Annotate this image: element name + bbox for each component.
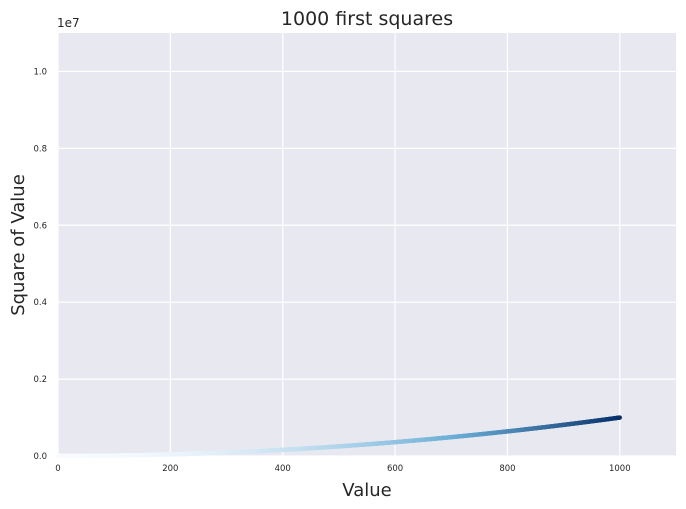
x-tick-label: 200	[162, 464, 178, 474]
y-tick-label: 0.8	[33, 144, 47, 154]
y-offset-label: 1e7	[57, 16, 80, 30]
y-tick-label: 0.6	[33, 221, 47, 231]
scatter-points	[56, 415, 623, 459]
plot-background	[58, 33, 676, 456]
x-axis-title: Value	[342, 480, 391, 501]
y-axis-ticks: 0.0 0.2 0.4 0.6 0.8 1.0	[33, 67, 47, 462]
x-tick-label: 1000	[609, 464, 631, 474]
y-tick-label: 0.2	[33, 375, 47, 385]
x-tick-label: 800	[499, 464, 515, 474]
chart-title: 1000 first squares	[281, 8, 453, 30]
x-tick-label: 0	[55, 464, 60, 474]
y-tick-label: 0.0	[33, 452, 47, 462]
y-tick-label: 1.0	[33, 67, 47, 77]
y-axis-title: Square of Value	[8, 174, 29, 316]
x-tick-label: 400	[275, 464, 291, 474]
x-tick-label: 600	[387, 464, 403, 474]
scatter-point	[617, 415, 623, 420]
y-tick-label: 0.4	[33, 298, 47, 308]
x-axis-ticks: 0 200 400 600 800 1000	[55, 464, 630, 474]
